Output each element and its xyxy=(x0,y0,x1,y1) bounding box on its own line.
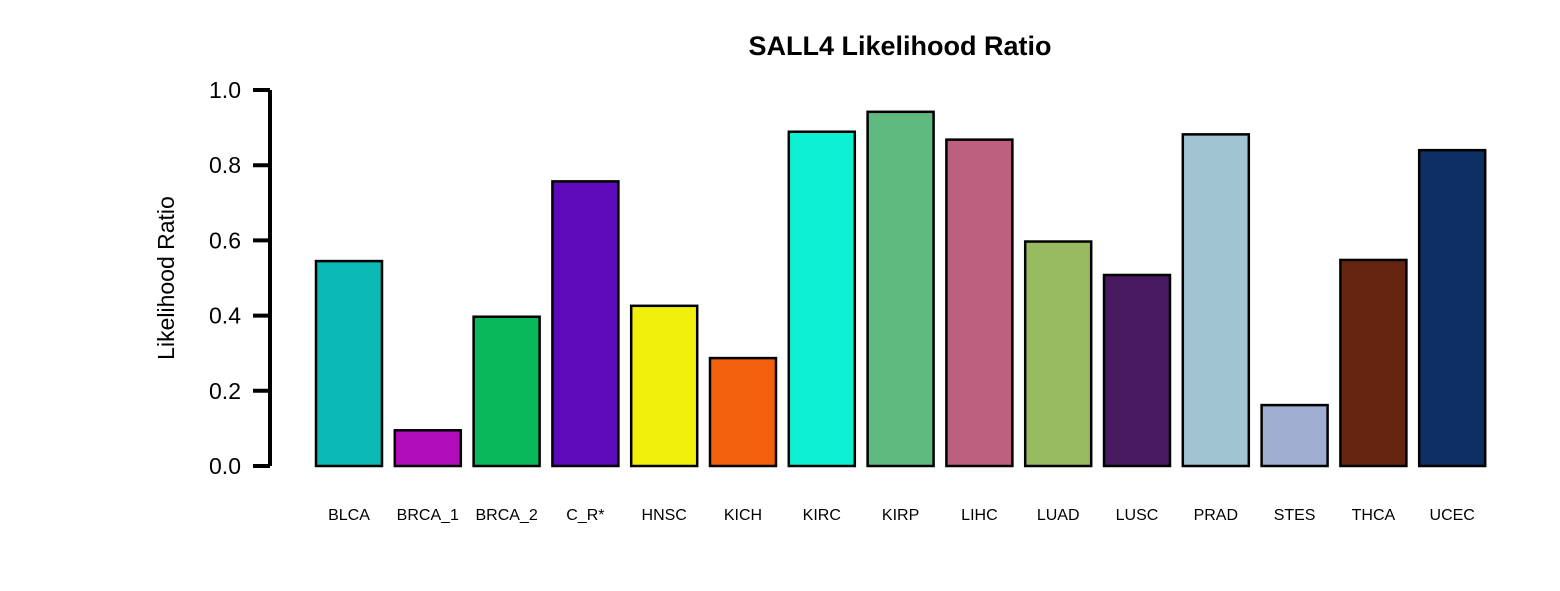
y-tick-label: 0.0 xyxy=(209,453,241,479)
y-tick-label: 0.6 xyxy=(209,227,241,253)
y-tick-label: 0.8 xyxy=(209,152,241,178)
x-tick-label: LUSC xyxy=(1116,507,1159,524)
bar-luad xyxy=(1023,240,1093,468)
x-tick-label: LUAD xyxy=(1037,507,1080,524)
y-axis-title: Likelihood Ratio xyxy=(153,196,179,360)
bar-brca-1 xyxy=(393,429,463,468)
x-tick-label: BRCA_2 xyxy=(475,507,537,524)
x-tick-label: KIRP xyxy=(882,507,919,524)
bar-brca-2 xyxy=(472,315,541,468)
x-axis-labels: BLCA BRCA_1 BRCA_2 C_R* HNSC KICH KIRC KIRP LIHC… xyxy=(328,507,1475,524)
x-tick-label: LIHC xyxy=(961,507,997,524)
x-tick-label: UCEC xyxy=(1430,507,1475,524)
x-tick-label: PRAD xyxy=(1194,507,1238,524)
bar-kich xyxy=(708,356,778,468)
x-tick-label: THCA xyxy=(1352,507,1396,524)
bar-c-r xyxy=(551,180,620,468)
bar-lihc xyxy=(945,138,1014,468)
x-tick-label: BLCA xyxy=(328,507,370,524)
bar-blca xyxy=(314,259,384,468)
bars-group xyxy=(314,110,1487,468)
bar-stes xyxy=(1260,403,1329,468)
bar-ucec xyxy=(1417,148,1487,468)
bar-kirp xyxy=(866,110,935,468)
x-tick-label: KICH xyxy=(724,507,762,524)
x-tick-label: BRCA_1 xyxy=(397,507,459,524)
y-tick-label: 0.2 xyxy=(209,378,241,404)
y-tick-label: 0.4 xyxy=(209,303,241,329)
bar-lusc xyxy=(1102,273,1172,468)
x-tick-label: KIRC xyxy=(803,507,841,524)
bar-hnsc xyxy=(629,304,699,468)
y-axis-ticks: 0.0 0.2 0.4 0.6 0.8 1.0 xyxy=(209,77,270,479)
bar-kirc xyxy=(787,130,857,468)
x-tick-label: C_R* xyxy=(566,507,604,524)
chart-title: SALL4 Likelihood Ratio xyxy=(748,31,1051,61)
x-tick-label: HNSC xyxy=(642,507,687,524)
x-tick-label: STES xyxy=(1274,507,1316,524)
bar-prad xyxy=(1181,133,1251,468)
bar-thca xyxy=(1339,258,1408,468)
y-tick-label: 1.0 xyxy=(209,77,241,103)
